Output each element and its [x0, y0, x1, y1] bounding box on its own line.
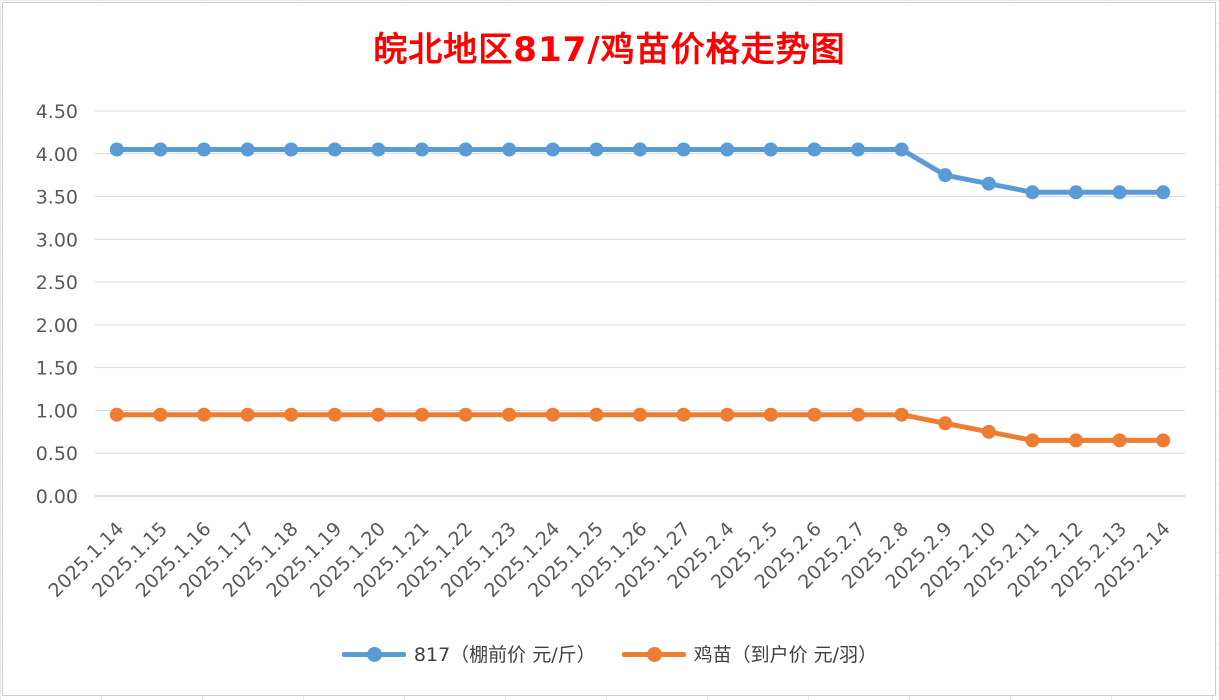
data-point-0 [720, 142, 735, 157]
data-point-0 [327, 142, 342, 157]
y-tick-label: 0.00 [36, 486, 78, 508]
y-tick-label: 1.50 [36, 358, 78, 380]
data-point-0 [807, 142, 822, 157]
data-point-0 [545, 142, 560, 157]
data-point-0 [197, 142, 211, 157]
data-point-1 [327, 407, 342, 422]
legend-item-chick: 鸡苗（到户价 元/羽） [621, 640, 878, 667]
data-point-1 [1025, 433, 1040, 448]
data-point-0 [894, 142, 909, 157]
legend: 817（棚前价 元/斤） 鸡苗（到户价 元/羽） [0, 640, 1219, 667]
data-point-0 [458, 142, 473, 157]
data-point-1 [633, 407, 647, 422]
data-point-1 [676, 407, 691, 422]
data-point-0 [1069, 185, 1083, 200]
data-point-1 [763, 407, 778, 422]
y-tick-label: 2.00 [36, 315, 78, 337]
y-tick-label: 3.00 [36, 229, 78, 251]
data-point-0 [1112, 185, 1127, 200]
data-point-0 [589, 142, 604, 157]
data-point-0 [981, 176, 996, 191]
data-point-1 [109, 407, 124, 422]
legend-swatch-817 [341, 644, 406, 664]
data-point-1 [545, 407, 560, 422]
data-point-0 [763, 142, 778, 157]
legend-item-817: 817（棚前价 元/斤） [341, 640, 596, 667]
y-tick-label: 4.50 [36, 101, 78, 123]
data-point-1 [240, 407, 255, 422]
data-point-1 [720, 407, 735, 422]
data-point-1 [458, 407, 473, 422]
data-point-1 [1112, 433, 1127, 448]
data-point-1 [1069, 433, 1083, 448]
data-point-1 [197, 407, 211, 422]
data-point-1 [938, 416, 953, 431]
data-point-1 [589, 407, 604, 422]
data-point-0 [284, 142, 299, 157]
y-tick-label: 4.00 [36, 144, 78, 166]
data-point-1 [894, 407, 909, 422]
data-point-1 [284, 407, 299, 422]
data-point-1 [1156, 433, 1171, 448]
data-point-0 [502, 142, 517, 157]
y-tick-label: 0.50 [36, 443, 78, 465]
data-point-0 [240, 142, 255, 157]
legend-swatch-chick [621, 644, 686, 664]
data-point-1 [502, 407, 517, 422]
legend-label-chick: 鸡苗（到户价 元/羽） [693, 644, 878, 666]
data-point-0 [109, 142, 124, 157]
data-point-0 [1156, 185, 1171, 200]
data-point-0 [938, 168, 953, 183]
data-point-0 [633, 142, 647, 157]
data-point-1 [851, 407, 865, 422]
data-point-0 [1025, 185, 1040, 200]
y-tick-label: 1.00 [36, 400, 78, 422]
y-tick-label: 3.50 [36, 187, 78, 209]
data-point-1 [371, 407, 386, 422]
data-point-0 [415, 142, 429, 157]
data-point-0 [676, 142, 691, 157]
data-point-0 [371, 142, 386, 157]
data-point-0 [153, 142, 168, 157]
data-point-1 [415, 407, 429, 422]
y-tick-label: 2.50 [36, 272, 78, 294]
legend-label-817: 817（棚前价 元/斤） [413, 644, 596, 666]
data-point-1 [153, 407, 168, 422]
data-point-1 [807, 407, 822, 422]
chart-title: 皖北地区817/鸡苗价格走势图 [373, 30, 846, 70]
data-point-1 [981, 424, 996, 439]
data-point-0 [851, 142, 865, 157]
